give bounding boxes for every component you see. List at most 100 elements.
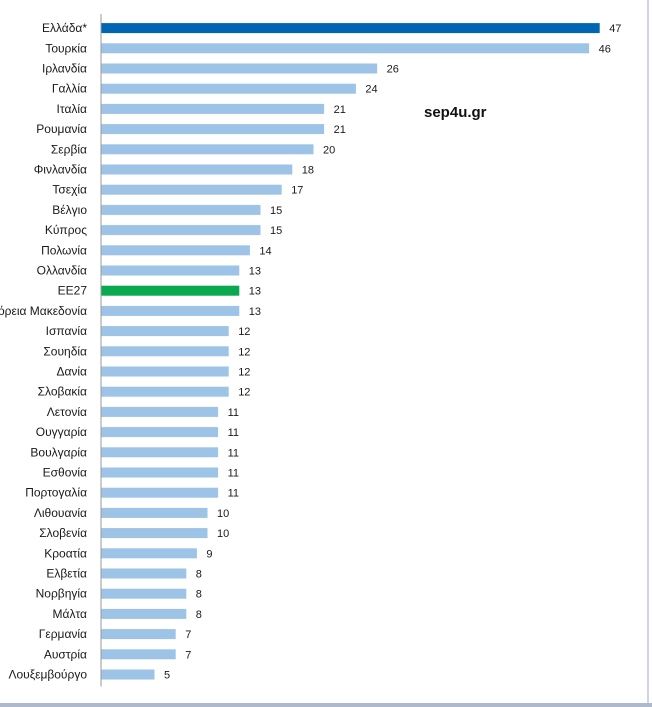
bar-ρουμανία <box>101 124 325 135</box>
category-label-πορτογαλία: Πορτογαλία <box>25 486 87 500</box>
bar-εε27 <box>101 285 240 296</box>
category-label-βουλγαρία: Βουλγαρία <box>30 445 87 459</box>
bar-ουγγαρία <box>101 427 219 438</box>
category-label-σλοβακία: Σλοβακία <box>38 385 87 399</box>
value-label-βόρεια-μακεδονία: 13 <box>249 306 261 318</box>
bar-μάλτα <box>101 608 187 619</box>
value-label-ιταλία: 21 <box>334 104 346 116</box>
value-label-σουηδία: 12 <box>238 346 250 358</box>
value-label-εε27: 13 <box>249 286 261 298</box>
category-label-ελλάδα: Ελλάδα* <box>42 21 87 35</box>
bar-βουλγαρία <box>101 447 219 458</box>
bar-ιρλανδία <box>101 63 378 74</box>
bar-λετονία <box>101 406 219 417</box>
category-label-τσεχία: Τσεχία <box>52 183 87 197</box>
bar-ελλάδα <box>101 23 600 34</box>
bar-ιταλία <box>101 103 325 114</box>
category-label-τουρκία: Τουρκία <box>45 41 87 55</box>
frame-right-edge <box>647 0 649 707</box>
value-label-ισπανία: 12 <box>238 326 250 338</box>
value-label-νορβηγία: 8 <box>196 589 202 601</box>
value-label-γερμανία: 7 <box>185 629 191 641</box>
category-label-λετονία: Λετονία <box>47 405 87 419</box>
value-label-σερβία: 20 <box>323 144 335 156</box>
category-label-γαλλία: Γαλλία <box>52 82 87 96</box>
bar-ελβετία <box>101 568 187 579</box>
category-label-λιθουανία: Λιθουανία <box>34 506 87 520</box>
value-label-τσεχία: 17 <box>291 185 303 197</box>
value-label-βέλγιο: 15 <box>270 205 282 217</box>
bar-ολλανδία <box>101 265 240 276</box>
bar-σουηδία <box>101 346 229 357</box>
category-label-ολλανδία: Ολλανδία <box>37 264 87 278</box>
bar-πορτογαλία <box>101 487 219 498</box>
category-label-φινλανδία: Φινλανδία <box>34 163 87 177</box>
category-label-βόρεια-μακεδονία: Βόρεια Μακεδονία <box>0 304 87 318</box>
frame-bottom-edge <box>0 703 652 707</box>
category-label-δανία: Δανία <box>56 365 87 379</box>
value-label-ουγγαρία: 11 <box>228 427 239 439</box>
category-label-εσθονία: Εσθονία <box>43 466 87 480</box>
value-label-πολωνία: 14 <box>259 245 271 257</box>
bar-σερβία <box>101 144 314 155</box>
value-label-βουλγαρία: 11 <box>228 447 239 459</box>
value-label-φινλανδία: 18 <box>302 165 314 177</box>
bar-βέλγιο <box>101 204 261 215</box>
bar-γαλλία <box>101 83 356 94</box>
value-label-τουρκία: 46 <box>599 43 611 55</box>
category-label-κύπρος: Κύπρος <box>45 223 87 237</box>
value-label-ρουμανία: 21 <box>334 124 346 136</box>
value-label-λετονία: 11 <box>228 407 239 419</box>
value-label-μάλτα: 8 <box>196 609 202 621</box>
category-label-σουηδία: Σουηδία <box>43 344 87 358</box>
bar-βόρεια-μακεδονία <box>101 305 240 316</box>
category-label-ελβετία: Ελβετία <box>46 567 87 581</box>
value-label-ολλανδία: 13 <box>249 266 261 278</box>
bar-νορβηγία <box>101 588 187 599</box>
category-label-κροατία: Κροατία <box>44 546 87 560</box>
value-label-γαλλία: 24 <box>365 84 377 96</box>
value-label-αυστρία: 7 <box>185 649 191 661</box>
bar-τουρκία <box>101 43 590 54</box>
bar-δανία <box>101 366 229 377</box>
bar-πολωνία <box>101 245 250 256</box>
value-label-ιρλανδία: 26 <box>387 64 399 76</box>
category-label-πολωνία: Πολωνία <box>41 243 87 257</box>
value-label-λουξεμβούργο: 5 <box>164 670 170 682</box>
value-label-ελβετία: 8 <box>196 569 202 581</box>
watermark: sep4u.gr <box>424 104 487 121</box>
category-label-αυστρία: Αυστρία <box>44 647 87 661</box>
value-label-σλοβενία: 10 <box>217 528 229 540</box>
value-label-πορτογαλία: 11 <box>228 488 239 500</box>
bar-σλοβακία <box>101 386 229 397</box>
category-label-μάλτα: Μάλτα <box>53 607 88 621</box>
bar-αυστρία <box>101 649 176 660</box>
value-label-σλοβακία: 12 <box>238 387 250 399</box>
bar-φινλανδία <box>101 164 293 175</box>
bar-κύπρος <box>101 225 261 236</box>
category-label-ουγγαρία: Ουγγαρία <box>36 425 87 439</box>
category-label-ισπανία: Ισπανία <box>46 324 87 338</box>
bar-τσεχία <box>101 184 282 195</box>
category-label-εε27: ΕΕ27 <box>58 284 88 298</box>
value-label-εσθονία: 11 <box>228 468 239 480</box>
value-label-λιθουανία: 10 <box>217 508 229 520</box>
bar-ισπανία <box>101 326 229 337</box>
bar-λουξεμβούργο <box>101 669 155 680</box>
bar-γερμανία <box>101 629 176 640</box>
category-label-ιταλία: Ιταλία <box>57 102 88 116</box>
category-label-γερμανία: Γερμανία <box>39 627 87 641</box>
value-label-κύπρος: 15 <box>270 225 282 237</box>
category-label-λουξεμβούργο: Λουξεμβούργο <box>8 668 87 682</box>
value-label-δανία: 12 <box>238 367 250 379</box>
bar-σλοβενία <box>101 528 208 539</box>
category-label-ιρλανδία: Ιρλανδία <box>42 62 87 76</box>
category-label-σερβία: Σερβία <box>51 142 87 156</box>
bar-κροατία <box>101 548 197 559</box>
category-label-σλοβενία: Σλοβενία <box>39 526 87 540</box>
category-label-βέλγιο: Βέλγιο <box>52 203 87 217</box>
value-label-κροατία: 9 <box>206 548 212 560</box>
category-label-ρουμανία: Ρουμανία <box>36 122 87 136</box>
value-label-ελλάδα: 47 <box>609 23 621 35</box>
category-label-νορβηγία: Νορβηγία <box>36 587 87 601</box>
